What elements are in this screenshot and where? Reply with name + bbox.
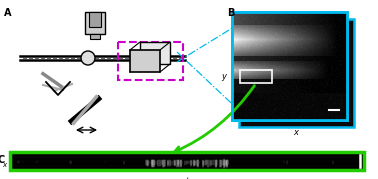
Polygon shape	[130, 50, 160, 72]
Bar	[232, 12, 347, 120]
Text: A: A	[4, 8, 11, 18]
Bar	[85, 12, 105, 34]
Text: x: x	[2, 162, 6, 168]
Text: t: t	[185, 177, 189, 179]
Bar	[90, 34, 100, 39]
Bar	[118, 42, 183, 80]
Bar	[240, 70, 272, 83]
Text: x: x	[293, 128, 298, 137]
Circle shape	[81, 51, 95, 65]
Text: t: t	[377, 1, 378, 11]
Polygon shape	[140, 42, 170, 64]
Bar	[232, 12, 347, 120]
Text: B: B	[227, 8, 234, 18]
Bar	[10, 152, 364, 170]
Text: C: C	[0, 155, 5, 165]
Bar	[89, 12, 101, 27]
Bar	[232, 12, 347, 120]
Text: y: y	[222, 72, 226, 81]
Bar	[239, 19, 354, 127]
